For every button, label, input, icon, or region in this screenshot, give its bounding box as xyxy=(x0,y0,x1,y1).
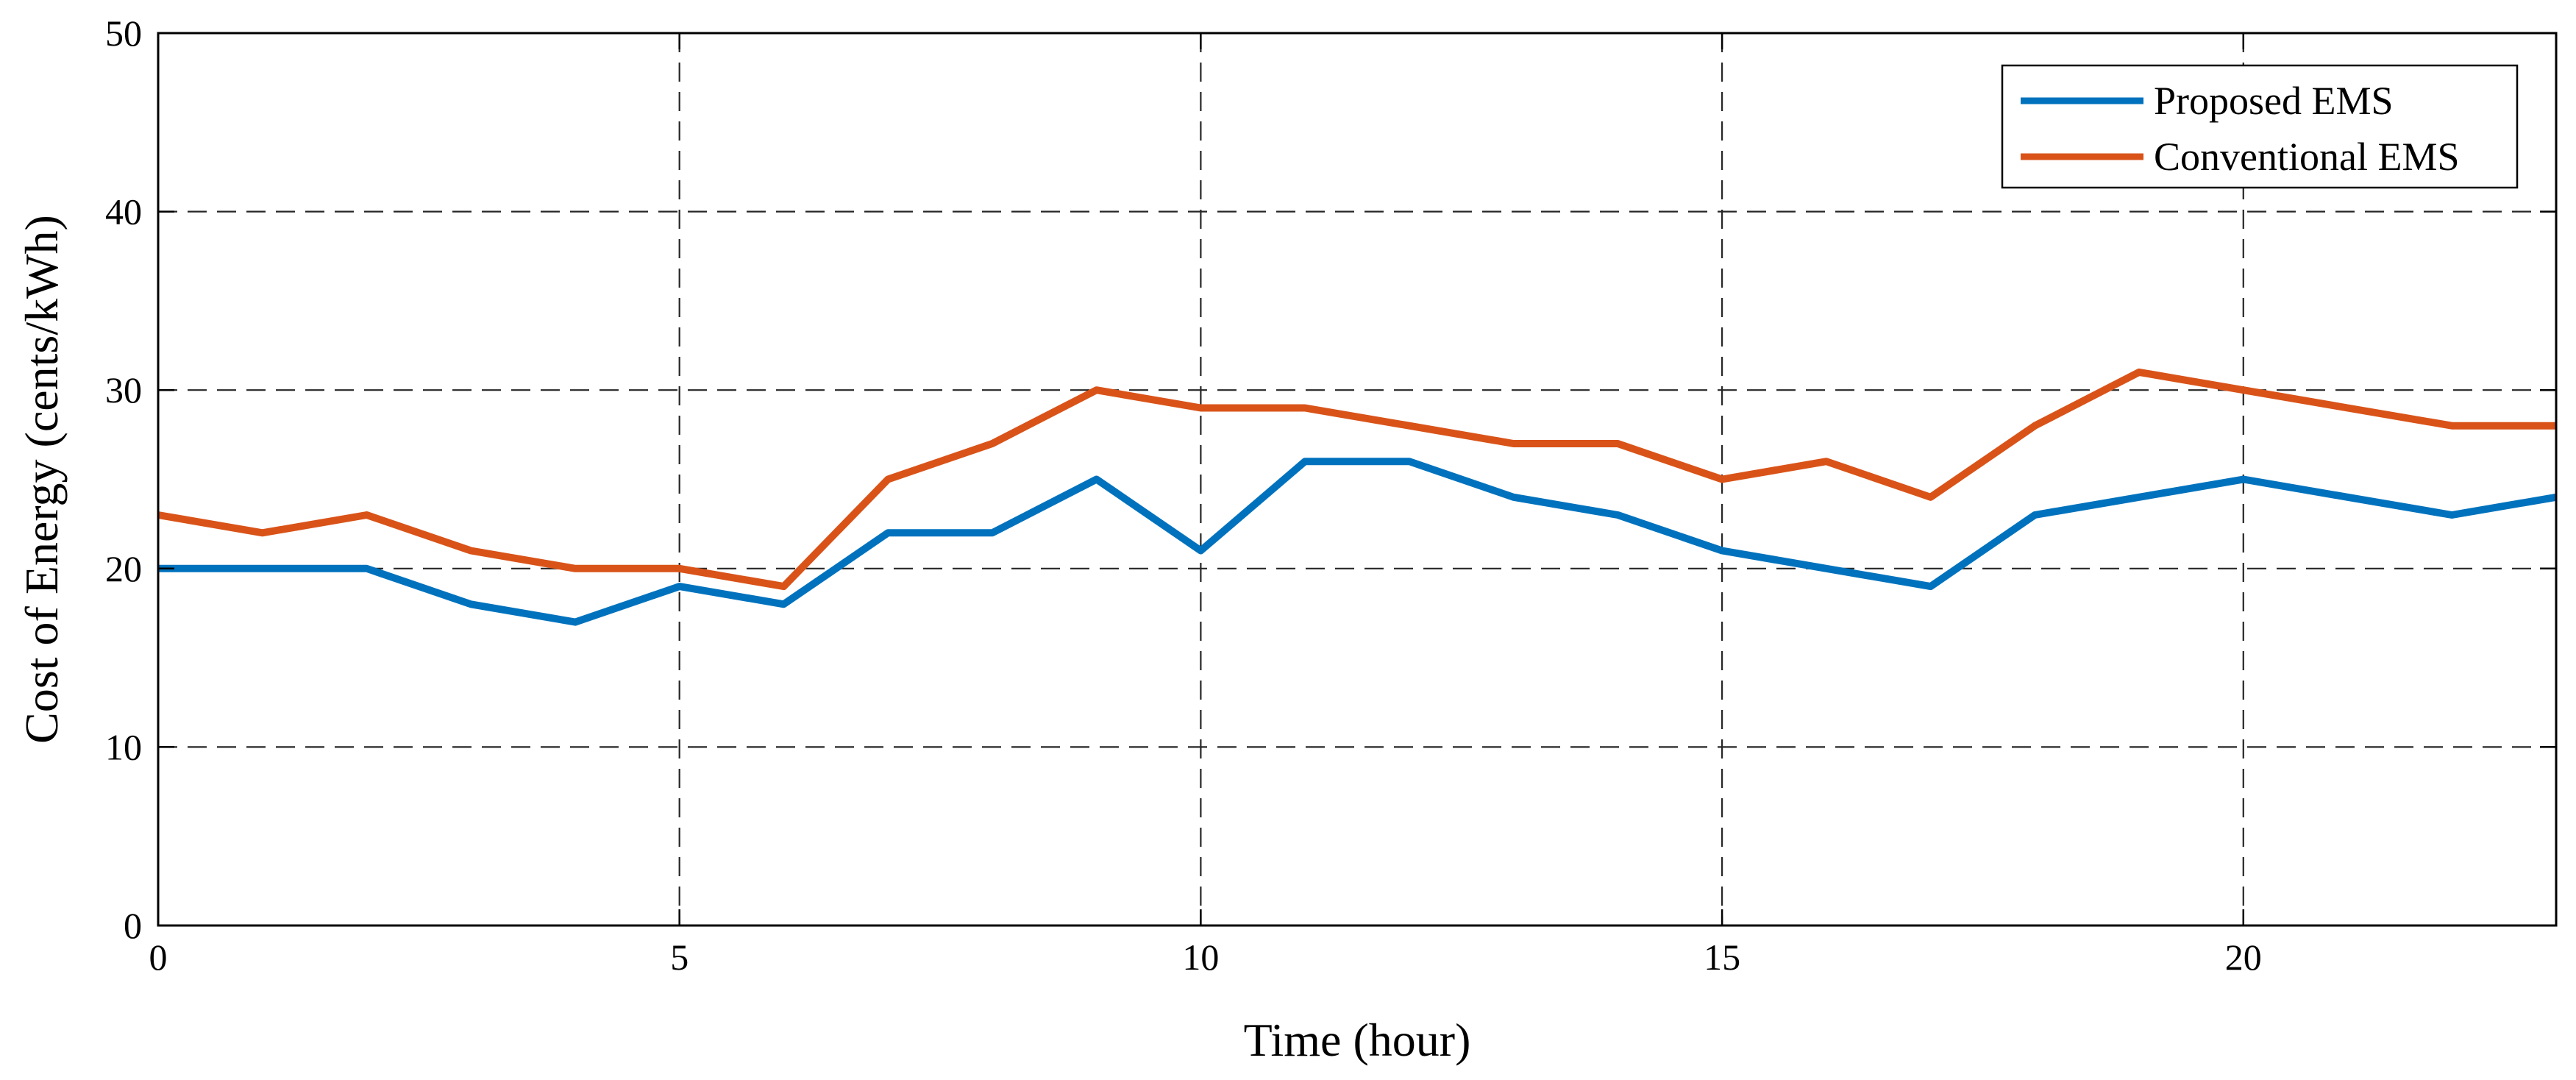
legend-label-conventional-ems: Conventional EMS xyxy=(2154,135,2460,179)
x-tick-label: 20 xyxy=(2225,937,2262,978)
legend: Proposed EMS Conventional EMS xyxy=(2001,64,2519,189)
y-tick-label: 0 xyxy=(124,905,142,946)
y-tick-label: 40 xyxy=(105,191,142,232)
x-tick-label: 15 xyxy=(1704,937,1740,978)
x-axis-label: Time (hour) xyxy=(1244,1014,1471,1066)
y-axis-label: Cost of Energy (cents/kWh) xyxy=(15,215,68,744)
y-tick-label: 20 xyxy=(105,548,142,589)
x-tick-label: 10 xyxy=(1182,937,1219,978)
ticks: 0 5 10 15 20 0 10 20 30 40 50 xyxy=(105,13,2556,978)
x-tick-label: 0 xyxy=(149,937,168,978)
x-tick-label: 5 xyxy=(670,937,689,978)
series-line-conventional-ems xyxy=(157,368,2556,591)
legend-label-proposed-ems: Proposed EMS xyxy=(2154,79,2394,123)
series-line-proposed-ems xyxy=(158,458,2557,626)
series-group xyxy=(157,368,2557,626)
legend-box xyxy=(2001,64,2519,189)
y-tick-label: 30 xyxy=(105,369,142,411)
y-tick-label: 10 xyxy=(105,726,142,767)
y-tick-label: 50 xyxy=(105,13,142,54)
plot-frame xyxy=(157,32,2558,927)
